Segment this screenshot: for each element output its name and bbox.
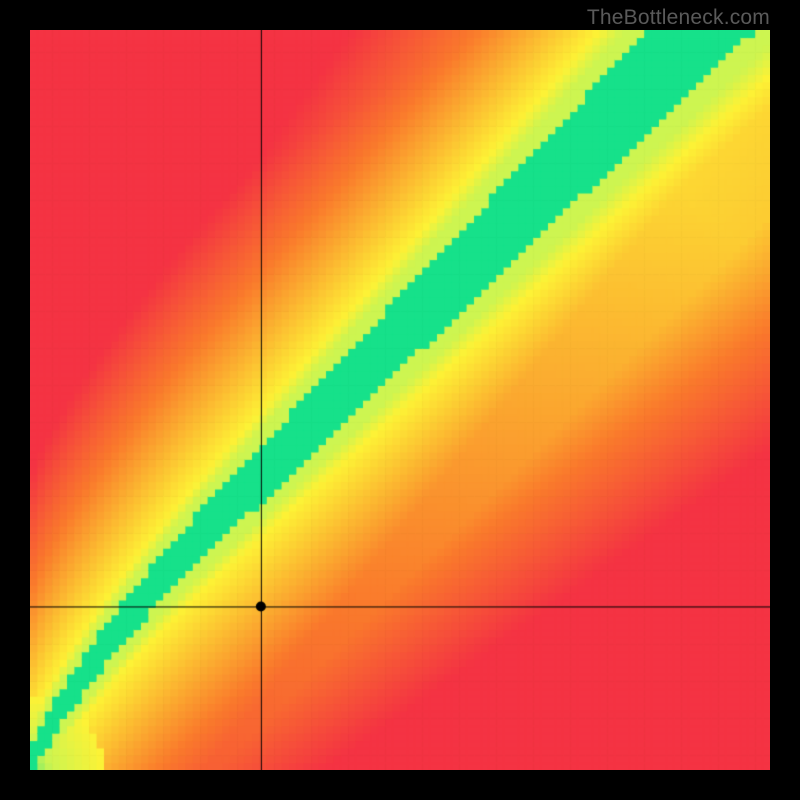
chart-container: TheBottleneck.com bbox=[0, 0, 800, 800]
bottleneck-heatmap bbox=[30, 30, 770, 770]
watermark-text: TheBottleneck.com bbox=[587, 6, 770, 30]
